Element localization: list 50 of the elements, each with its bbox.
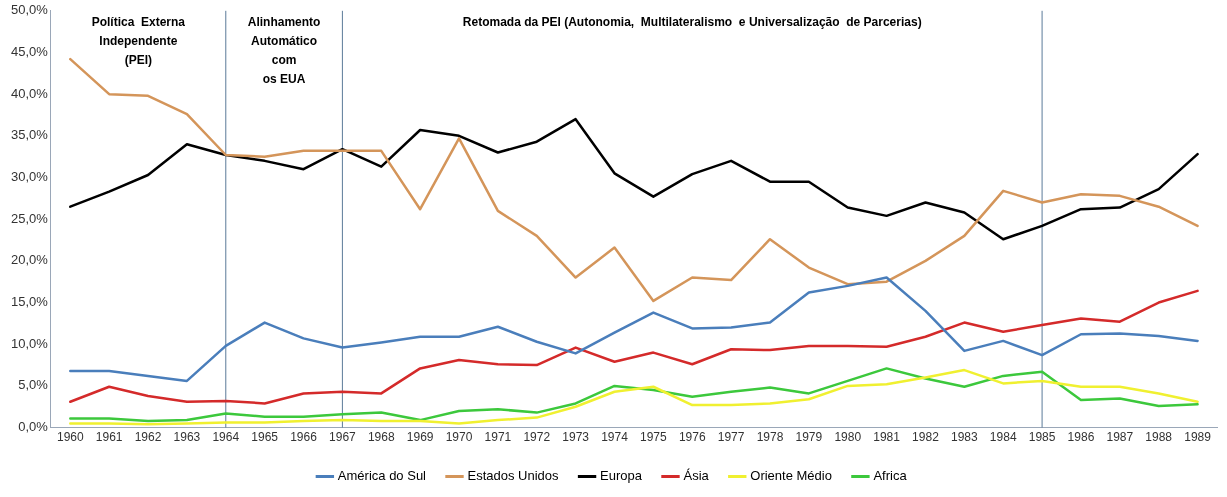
annotation: Política Externa Independente (PEI) <box>91 15 186 68</box>
y-tick-label: 25,0% <box>10 210 49 226</box>
y-tick-label: 45,0% <box>10 44 49 60</box>
y-tick-label: 10,0% <box>10 335 49 351</box>
x-tick-label: 1984 <box>989 430 1017 445</box>
x-tick-label: 1989 <box>1184 430 1212 445</box>
x-tick-label: 1968 <box>367 430 395 445</box>
x-tick-label: 1966 <box>290 430 318 445</box>
legend-label: Europa <box>600 468 643 484</box>
x-tick-label: 1961 <box>95 430 123 445</box>
legend-label: América do Sul <box>337 468 427 484</box>
legend-label: Africa <box>873 468 908 484</box>
x-tick-label: 1973 <box>562 430 590 445</box>
y-tick-label: 30,0% <box>10 169 49 185</box>
annotation: Retomada da PEI (Autonomia, Multilateralismo e Universalização de Parcerias) <box>462 15 922 30</box>
legend-label: Estados Unidos <box>467 468 560 484</box>
x-tick-label: 1977 <box>717 430 745 445</box>
annotation: Alinhamento Automático com os EUA <box>247 15 321 87</box>
legend-label: Ásia <box>683 468 710 484</box>
x-tick-label: 1982 <box>912 430 940 445</box>
x-tick-label: 1967 <box>329 430 357 445</box>
x-tick-label: 1988 <box>1145 430 1173 445</box>
x-tick-label: 1979 <box>795 430 823 445</box>
y-tick-label: 0,0% <box>18 419 49 435</box>
y-tick-label: 35,0% <box>10 127 49 143</box>
x-tick-label: 1970 <box>445 430 473 445</box>
x-tick-label: 1971 <box>484 430 512 445</box>
x-tick-label: 1980 <box>834 430 862 445</box>
y-tick-label: 50,0% <box>10 2 49 18</box>
x-tick-label: 1960 <box>56 430 84 445</box>
x-tick-label: 1972 <box>523 430 551 445</box>
x-tick-label: 1974 <box>601 430 629 445</box>
x-tick-label: 1978 <box>756 430 784 445</box>
legend-label: Oriente Médio <box>750 468 832 484</box>
x-tick-label: 1963 <box>173 430 201 445</box>
x-tick-label: 1976 <box>678 430 706 445</box>
x-tick-label: 1962 <box>134 430 162 445</box>
y-tick-label: 15,0% <box>10 294 49 310</box>
x-tick-label: 1985 <box>1028 430 1056 445</box>
x-tick-label: 1981 <box>873 430 901 445</box>
x-tick-label: 1964 <box>212 430 240 445</box>
y-tick-label: 40,0% <box>10 85 49 101</box>
x-tick-label: 1965 <box>251 430 279 445</box>
x-tick-label: 1987 <box>1106 430 1134 445</box>
y-tick-label: 20,0% <box>10 252 49 268</box>
y-tick-label: 5,0% <box>18 377 49 393</box>
x-tick-label: 1975 <box>640 430 668 445</box>
x-tick-label: 1983 <box>950 430 979 445</box>
x-tick-label: 1969 <box>406 430 434 445</box>
x-tick-label: 1986 <box>1067 430 1095 445</box>
